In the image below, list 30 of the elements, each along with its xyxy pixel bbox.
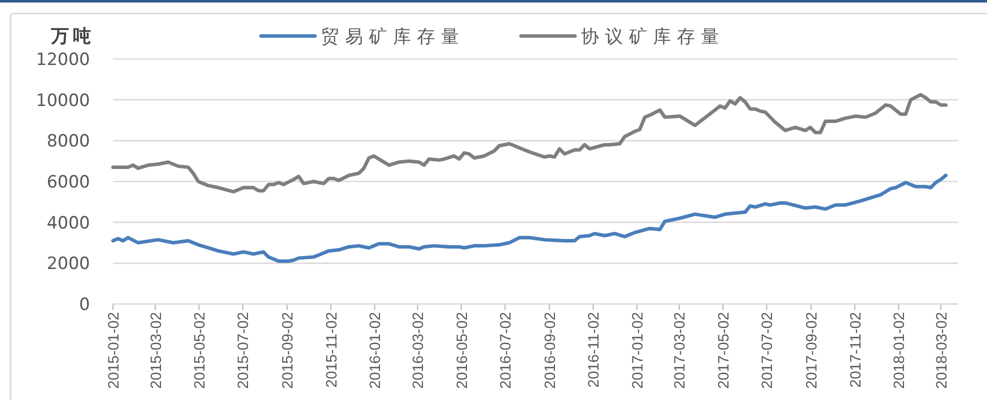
xtick-label: 2017-11-02: [847, 312, 864, 388]
xtick-label: 2017-09-02: [804, 312, 821, 389]
xtick-label: 2017-05-02: [715, 312, 732, 389]
xtick-label: 2017-03-02: [672, 312, 689, 389]
xtick-label: 2016-05-02: [454, 312, 471, 389]
xtick-label: 2017-07-02: [759, 312, 776, 389]
xtick-label: 2016-07-02: [498, 312, 515, 389]
xtick-label: 2015-01-02: [106, 312, 122, 389]
xtick-label: 2015-05-02: [192, 312, 208, 389]
xtick-label: 2017-01-02: [629, 312, 646, 389]
xtick-label: 2016-01-02: [367, 312, 384, 389]
legend-label: 贸易矿库存量: [321, 26, 465, 48]
xtick-label: 2016-11-02: [586, 312, 603, 388]
xtick-label: 2015-07-02: [235, 312, 252, 389]
ytick-label: 0: [79, 295, 90, 315]
xtick-label: 2015-03-02: [148, 312, 165, 389]
xtick-label: 2015-11-02: [323, 312, 340, 388]
legend-label: 协议矿库存量: [581, 26, 725, 48]
xtick-label: 2016-09-02: [542, 312, 559, 389]
xtick-label: 2015-09-02: [280, 312, 297, 389]
ytick-label: 4000: [46, 213, 90, 234]
xtick-label: 2016-03-02: [410, 312, 428, 389]
ytick-label: 2000: [46, 254, 90, 274]
ytick-label: 12000: [36, 50, 90, 70]
ylabel: 万吨: [51, 26, 95, 47]
ytick-label: 6000: [46, 172, 90, 192]
ytick-label: 10000: [36, 90, 90, 111]
xtick-label: 2018-01-02: [891, 312, 908, 389]
xtick-label: 2018-03-02: [933, 312, 950, 389]
ytick-label: 8000: [46, 132, 90, 152]
